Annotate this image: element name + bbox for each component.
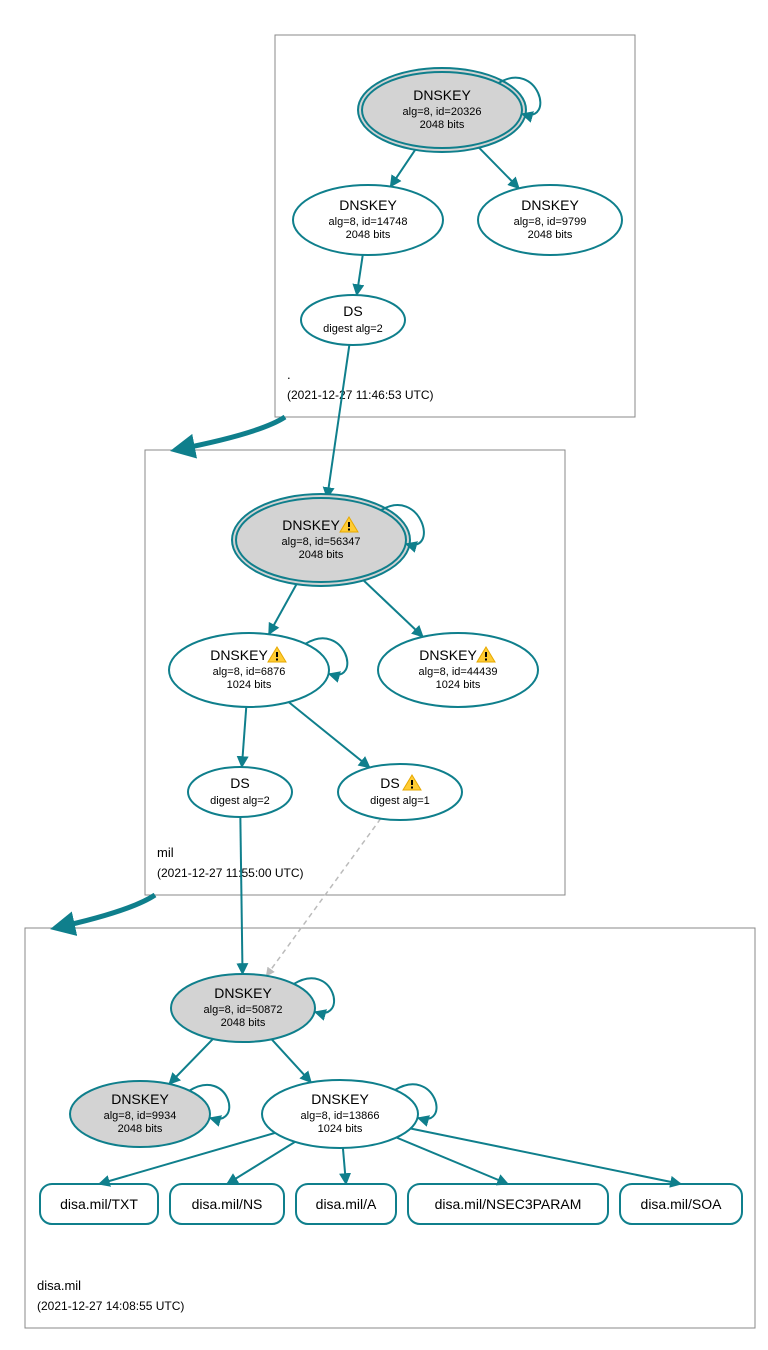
node-disa_ksk: DNSKEY alg=8, id=508722048 bits — [171, 974, 334, 1042]
node-title: DS — [230, 775, 249, 791]
node-bits: 2048 bits — [118, 1123, 163, 1135]
node-title: DNSKEY — [521, 197, 579, 213]
record-rec_a: disa.mil/A — [296, 1184, 396, 1224]
node-detail: digest alg=2 — [210, 795, 270, 807]
node-mil_ds2: DS digest alg=1 — [338, 764, 462, 820]
zone-timestamp-disa: (2021-12-27 14:08:55 UTC) — [37, 1299, 184, 1313]
zone-label-disa: disa.mil — [37, 1278, 81, 1293]
node-detail: alg=8, id=44439 — [419, 666, 498, 678]
zone-label-root: . — [287, 367, 291, 382]
record-rec_nsec3: disa.mil/NSEC3PARAM — [408, 1184, 608, 1224]
node-bits: 1024 bits — [318, 1123, 363, 1135]
node-mil_ksk: DNSKEY alg=8, id=563472048 bits — [232, 494, 424, 586]
node-detail: alg=8, id=14748 — [329, 216, 408, 228]
node-bits: 2048 bits — [420, 119, 465, 131]
node-detail: digest alg=1 — [370, 795, 430, 807]
edge — [266, 819, 380, 976]
edge — [289, 702, 370, 767]
edge — [343, 1148, 346, 1184]
node-detail: alg=8, id=50872 — [204, 1004, 283, 1016]
edge — [357, 255, 363, 295]
node-root_zsk2: DNSKEY alg=8, id=97992048 bits — [478, 185, 622, 255]
node-title: DNSKEY — [111, 1091, 169, 1107]
node-bits: 2048 bits — [299, 549, 344, 561]
record-rec_txt: disa.mil/TXT — [40, 1184, 158, 1224]
node-detail: digest alg=2 — [323, 323, 383, 335]
record-label: disa.mil/TXT — [60, 1196, 138, 1212]
node-disa_zsk2: DNSKEY alg=8, id=138661024 bits — [262, 1080, 437, 1148]
node-root_ds: DS digest alg=2 — [301, 295, 405, 345]
zone-timestamp-root: (2021-12-27 11:46:53 UTC) — [287, 388, 434, 402]
node-bits: 2048 bits — [528, 229, 573, 241]
zone-arrow — [175, 417, 285, 450]
edge — [390, 146, 417, 186]
node-bits: 1024 bits — [227, 679, 272, 691]
node-bits: 1024 bits — [436, 679, 481, 691]
node-mil_zsk1: DNSKEY alg=8, id=68761024 bits — [169, 633, 347, 707]
node-title: DNSKEY — [214, 985, 272, 1001]
node-detail: alg=8, id=20326 — [403, 106, 482, 118]
node-title: DS — [380, 775, 399, 791]
edge — [242, 707, 246, 767]
node-bits: 2048 bits — [221, 1017, 266, 1029]
node-title: DNSKEY — [419, 647, 477, 663]
record-rec_ns: disa.mil/NS — [170, 1184, 284, 1224]
edge — [411, 1128, 681, 1184]
node-detail: alg=8, id=6876 — [213, 666, 286, 678]
node-title: DNSKEY — [210, 647, 268, 663]
record-label: disa.mil/SOA — [641, 1196, 723, 1212]
edge — [169, 1039, 213, 1084]
edge — [269, 581, 299, 635]
node-bits: 2048 bits — [346, 229, 391, 241]
node-mil_zsk2: DNSKEY alg=8, id=444391024 bits — [378, 633, 538, 707]
zone-arrow — [55, 895, 155, 928]
node-title: DNSKEY — [339, 197, 397, 213]
edge — [360, 577, 423, 636]
node-title: DNSKEY — [413, 87, 471, 103]
edge — [327, 345, 349, 498]
edge — [227, 1142, 295, 1184]
node-title: DS — [343, 303, 362, 319]
node-root_zsk1: DNSKEY alg=8, id=147482048 bits — [293, 185, 443, 255]
dnssec-diagram: . (2021-12-27 11:46:53 UTC) mil (2021-12-27… — [10, 10, 768, 1340]
node-detail: alg=8, id=9934 — [104, 1110, 177, 1122]
record-label: disa.mil/A — [316, 1196, 377, 1212]
node-title: DNSKEY — [311, 1091, 369, 1107]
node-detail: alg=8, id=56347 — [282, 536, 361, 548]
node-root_ksk: DNSKEY alg=8, id=203262048 bits — [358, 68, 540, 152]
edge — [272, 1039, 312, 1082]
node-title: DNSKEY — [282, 517, 340, 533]
record-label: disa.mil/NS — [192, 1196, 263, 1212]
node-mil_ds1: DS digest alg=2 — [188, 767, 292, 817]
node-detail: alg=8, id=13866 — [301, 1110, 380, 1122]
edge — [240, 817, 242, 974]
node-detail: alg=8, id=9799 — [514, 216, 587, 228]
zone-label-mil: mil — [157, 845, 174, 860]
zone-timestamp-mil: (2021-12-27 11:55:00 UTC) — [157, 866, 304, 880]
record-label: disa.mil/NSEC3PARAM — [435, 1196, 582, 1212]
edge — [476, 144, 519, 188]
node-disa_zsk1: DNSKEY alg=8, id=99342048 bits — [70, 1081, 229, 1147]
record-rec_soa: disa.mil/SOA — [620, 1184, 742, 1224]
